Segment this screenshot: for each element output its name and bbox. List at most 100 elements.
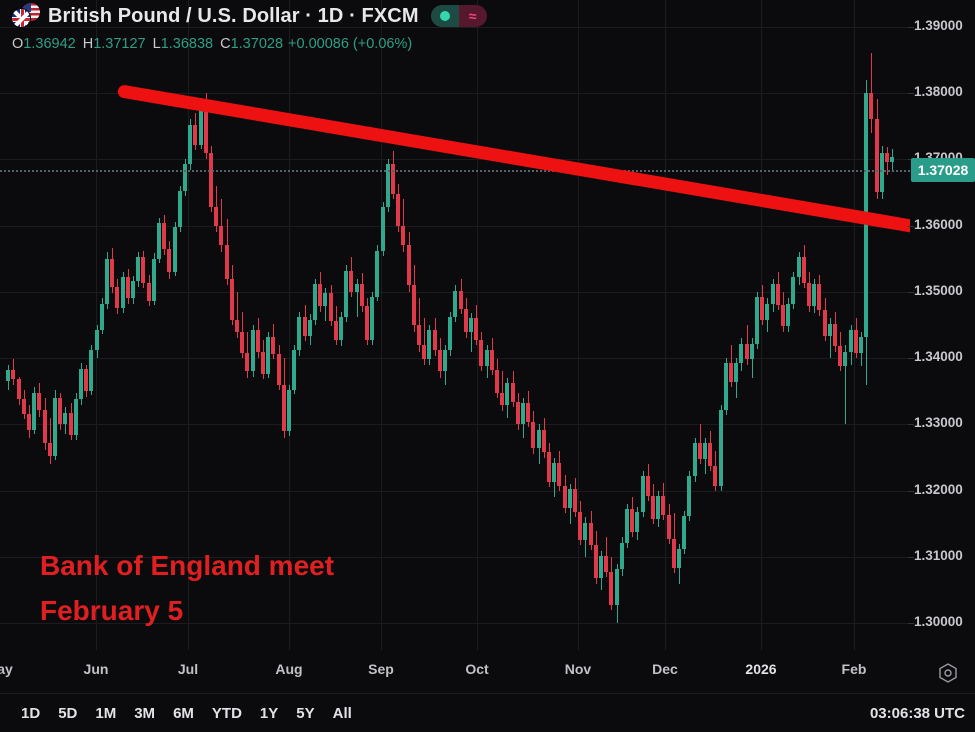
candle-wick — [237, 291, 238, 339]
candle-body — [552, 462, 556, 482]
candle-body — [531, 421, 535, 449]
candle-body — [745, 343, 749, 360]
candle-body — [74, 399, 78, 436]
timeframe-button-1m[interactable]: 1M — [95, 704, 117, 722]
symbol-row[interactable]: British Pound / U.S. Dollar · 1D · FXCM … — [10, 3, 487, 29]
candle-wick — [471, 313, 472, 352]
annotation-line-2: February 5 — [40, 595, 184, 627]
time-axis-tick: Jul — [177, 661, 199, 677]
candle-body — [833, 323, 837, 347]
candle-body — [823, 310, 827, 336]
time-axis-tick: ay — [0, 661, 13, 677]
candle-body — [594, 545, 598, 579]
grid-line-horizontal — [0, 623, 910, 624]
timeframe-selector[interactable]: 1D 5D 1M 3M 6M YTD 1Y 5Y All — [12, 702, 361, 725]
grid-line-horizontal — [0, 491, 910, 492]
candle-body — [459, 290, 463, 310]
candle-body — [396, 193, 400, 226]
candle-body — [641, 476, 645, 513]
candle-body — [797, 257, 801, 278]
grid-line-vertical — [96, 0, 97, 650]
time-axis-tick: Nov — [564, 661, 592, 677]
candle-body — [422, 344, 426, 360]
candle-body — [355, 283, 359, 292]
ohlc-change: +0.00086 (+0.06%) — [288, 36, 413, 52]
candle-body — [334, 321, 338, 340]
candle-body — [828, 323, 832, 336]
candle-body — [620, 542, 624, 570]
candle-wick — [419, 298, 420, 352]
candle-body — [687, 476, 691, 516]
candle-body — [854, 330, 858, 353]
price-axis-tick: 1.39000 — [908, 18, 963, 33]
candle-body — [318, 283, 322, 307]
candle-body — [152, 258, 156, 302]
candle-body — [677, 549, 681, 568]
candle-body — [661, 496, 665, 515]
candle-body — [178, 191, 182, 227]
candle-body — [609, 571, 613, 605]
candle-body — [859, 336, 863, 353]
candle-body — [188, 124, 192, 165]
candle-body — [698, 443, 702, 459]
ohlc-l-value: 1.36838 — [160, 36, 214, 52]
timeframe-button-6m[interactable]: 6M — [173, 704, 194, 722]
timeframe-button-1d[interactable]: 1D — [21, 704, 41, 722]
timeframe-button-ytd[interactable]: YTD — [211, 704, 242, 722]
candle-body — [349, 270, 353, 292]
candle-wick — [221, 198, 222, 253]
price-axis-tick: 1.34000 — [908, 349, 963, 364]
candle-body — [261, 351, 265, 375]
candle-body — [786, 303, 790, 327]
price-axis-tick: 1.31000 — [908, 548, 963, 563]
candle-body — [656, 496, 660, 519]
hexagon-settings-icon[interactable] — [937, 662, 959, 684]
candle-body — [6, 370, 10, 382]
candle-body — [516, 401, 520, 425]
candle-body — [521, 403, 525, 425]
candle-body — [147, 282, 151, 302]
candle-body — [719, 409, 723, 486]
timeframe-button-3m[interactable]: 3M — [134, 704, 156, 722]
candle-body — [542, 429, 546, 453]
candle-body — [427, 330, 431, 360]
timeframe-button-5y[interactable]: 5Y — [296, 704, 315, 722]
candle-body — [885, 152, 889, 163]
timeframe-button-5d[interactable]: 5D — [58, 704, 78, 722]
candle-body — [32, 392, 36, 430]
candle-body — [214, 206, 218, 226]
timeframe-button-all[interactable]: All — [332, 704, 352, 722]
candle-body — [292, 350, 296, 390]
chart-header: British Pound / U.S. Dollar · 1D · FXCM … — [0, 0, 975, 60]
current-price-line — [0, 170, 910, 172]
candle-body — [121, 277, 125, 308]
chart-plot-area[interactable] — [0, 0, 922, 650]
candle-body — [235, 319, 239, 332]
candle-body — [115, 286, 119, 308]
candle-body — [464, 309, 468, 332]
candle-body — [781, 305, 785, 327]
candle-body — [313, 283, 317, 320]
candle-body — [199, 103, 203, 145]
candle-body — [739, 343, 743, 364]
timeframe-button-1y[interactable]: 1Y — [259, 704, 279, 722]
candle-body — [682, 516, 686, 550]
candle-body — [573, 489, 577, 513]
candle-body — [557, 462, 561, 486]
ohlc-legend: O1.36942 H1.37127 L1.36838 C1.37028 +0.00086… — [12, 36, 412, 52]
market-status-badge[interactable]: ≈ — [430, 5, 487, 27]
price-axis[interactable]: 1.390001.380001.370001.360001.350001.340… — [908, 0, 975, 650]
candle-body — [505, 383, 509, 405]
candle-body — [126, 277, 130, 299]
candle-body — [807, 282, 811, 307]
candle-wick — [830, 318, 831, 359]
time-axis[interactable]: ay Jun Jul Aug Sep Oct Nov Dec 2026 Feb — [0, 650, 975, 694]
candle-body — [750, 343, 754, 360]
candle-body — [500, 392, 504, 405]
symbol-title[interactable]: British Pound / U.S. Dollar · 1D · FXCM — [48, 4, 419, 27]
uk-flag-icon — [11, 8, 31, 28]
data-delay-indicator: ≈ — [458, 5, 487, 27]
candle-body — [79, 368, 83, 400]
candle-body — [219, 225, 223, 246]
candle-body — [48, 443, 52, 457]
